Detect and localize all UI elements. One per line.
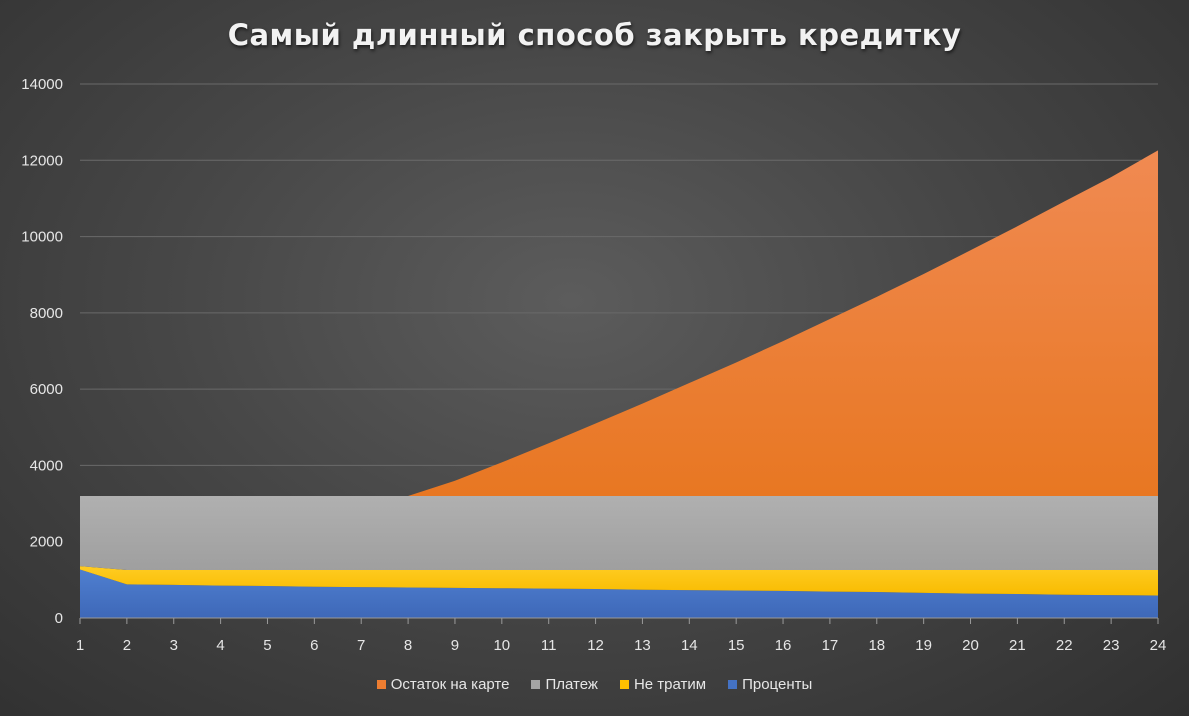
x-tick-label: 9 <box>451 637 459 654</box>
x-tick-label: 21 <box>1009 637 1026 654</box>
legend-item: Не тратим <box>619 676 707 693</box>
x-tick-label: 8 <box>404 637 412 654</box>
x-tick-label: 22 <box>1056 637 1073 654</box>
y-tick-label: 6000 <box>30 381 63 398</box>
y-tick-label: 0 <box>55 610 63 627</box>
x-tick-label: 10 <box>493 637 510 654</box>
x-tick-label: 23 <box>1103 637 1120 654</box>
legend-label: Не тратим <box>633 676 707 693</box>
x-tick-label: 6 <box>310 637 318 654</box>
legend: Остаток на карте Платеж Не тратим Проценты <box>0 676 1189 693</box>
y-tick-label: 2000 <box>30 534 63 551</box>
x-tick-label: 2 <box>123 637 131 654</box>
x-tick-label: 19 <box>915 637 932 654</box>
x-tick-label: 20 <box>962 637 979 654</box>
y-tick-label: 12000 <box>21 152 63 169</box>
x-tick-label: 18 <box>868 637 885 654</box>
legend-item: Остаток на карте <box>376 676 510 693</box>
x-tick-label: 24 <box>1150 637 1167 654</box>
y-tick-label: 8000 <box>30 305 63 322</box>
y-tick-label: 10000 <box>21 229 63 246</box>
x-tick-label: 17 <box>822 637 839 654</box>
legend-item: Проценты <box>728 676 812 693</box>
legend-label: Остаток на карте <box>390 676 510 693</box>
legend-swatch <box>531 680 541 689</box>
legend-swatch <box>728 680 738 689</box>
series-ostatok-area <box>80 150 1158 496</box>
x-tick-label: 4 <box>216 637 224 654</box>
series-ne-tratim-area <box>80 566 1158 596</box>
legend-item: Платеж <box>531 676 598 693</box>
legend-label: Проценты <box>742 676 813 693</box>
x-tick-label: 12 <box>587 637 604 654</box>
y-tick-label: 14000 <box>21 76 63 93</box>
y-tick-label: 4000 <box>30 457 63 474</box>
x-tick-label: 15 <box>728 637 745 654</box>
x-tick-label: 16 <box>775 637 792 654</box>
chart-title: Самый длинный способ закрыть кредитку <box>227 18 962 52</box>
x-tick-label: 14 <box>681 637 698 654</box>
legend-swatch <box>619 680 629 689</box>
legend-label: Платеж <box>545 676 598 693</box>
series-protsenty-area <box>80 569 1158 618</box>
legend-swatch <box>376 680 386 689</box>
x-tick-label: 1 <box>76 637 84 654</box>
x-tick-label: 3 <box>170 637 178 654</box>
series-platezh-area <box>80 495 1158 570</box>
x-tick-label: 13 <box>634 637 651 654</box>
x-tick-label: 7 <box>357 637 365 654</box>
x-tick-label: 5 <box>263 637 271 654</box>
x-tick-label: 11 <box>541 637 557 654</box>
